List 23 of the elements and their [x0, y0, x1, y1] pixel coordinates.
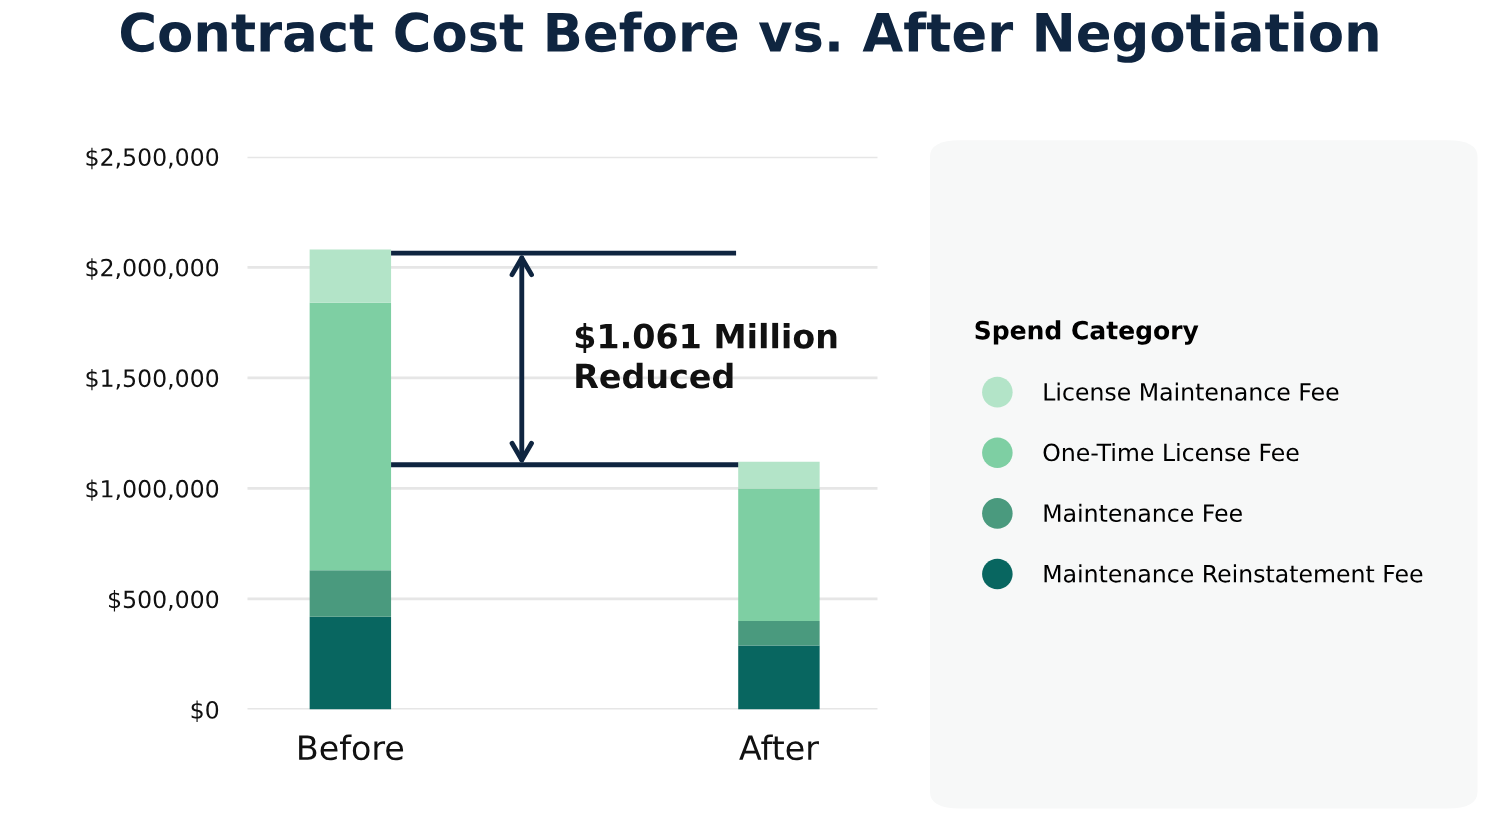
bar — [309, 302, 392, 571]
chart-title: Contract Cost Before vs. After Negotiation — [120, 11, 1378, 63]
legend-label: License Maintenance Fee — [1044, 382, 1339, 401]
legend-label: One-Time License Fee — [1043, 443, 1299, 462]
y-tick-label: $1,500,000 — [86, 368, 219, 391]
y-tick-label: $0 — [191, 700, 219, 722]
legend-title: Spend Category — [975, 320, 1199, 345]
bar — [309, 570, 392, 617]
legend-label: Maintenance Fee — [1044, 503, 1242, 522]
bar — [738, 645, 820, 710]
x-tick-label: Before — [299, 734, 404, 761]
y-tick-label: $2,500,000 — [86, 147, 219, 170]
bar — [738, 488, 820, 622]
bar — [309, 616, 392, 710]
bar — [309, 249, 392, 303]
y-tick-label: $500,000 — [109, 589, 219, 612]
bar — [738, 621, 820, 646]
bar — [738, 461, 820, 489]
x-tick-label: After — [739, 734, 819, 761]
annotation: $1.061 Million Reduced — [575, 322, 837, 389]
y-tick-label: $2,000,000 — [86, 258, 219, 280]
y-tick-label: $1,000,000 — [86, 479, 219, 501]
legend-label: Maintenance Reinstatement Fee — [1044, 564, 1423, 583]
